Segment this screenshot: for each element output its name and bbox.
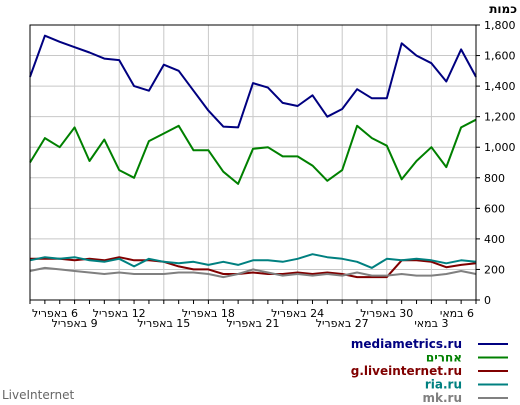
y-tick-label: 1,200 (484, 111, 516, 124)
legend-label: mediametrics.ru (351, 337, 462, 351)
series-line-4 (29, 266, 477, 279)
series-line-0 (29, 34, 477, 129)
y-tick-label: 0 (484, 294, 491, 307)
y-tick-label: 1,600 (484, 50, 516, 63)
x-tick-label: 9 באפריל (52, 317, 98, 330)
y-tick-label: 1,000 (484, 141, 516, 154)
x-tick-label: 21 באפריל (227, 317, 280, 330)
x-tick-label: 3 במאי (414, 317, 448, 330)
y-axis-label: כמות (489, 2, 517, 16)
x-tick-label: 15 באפריל (137, 317, 190, 330)
legend-label: אחרים (426, 351, 462, 365)
y-tick-label: 800 (484, 172, 505, 185)
y-axis-ticks: 0 200 400 600 800 1,000 1,200 1,400 1,600 1,800 (476, 19, 516, 307)
x-tick-label: 30 באפריל (360, 307, 413, 320)
y-tick-label: 1,800 (484, 19, 516, 32)
legend-label: mk.ru (422, 391, 462, 405)
y-tick-label: 1,400 (484, 80, 516, 93)
legend: mediametrics.ruאחריםg.liveinternet.ruria… (351, 337, 508, 405)
series-line-3 (29, 253, 477, 269)
x-tick-label: 24 באפריל (271, 307, 324, 320)
legend-label: ria.ru (425, 378, 462, 392)
x-tick-label: 18 באפריל (182, 307, 235, 320)
x-tick-label: 6 באפריל (32, 307, 78, 320)
x-tick-label: 27 באפריל (316, 317, 369, 330)
series-line-1 (29, 118, 477, 185)
y-tick-label: 400 (484, 233, 505, 246)
x-tick-label: 6 במאי (440, 307, 474, 320)
legend-label: g.liveinternet.ru (351, 364, 462, 378)
x-tick-label: 12 באפריל (93, 307, 146, 320)
brand-logo-text: LiveInternet (2, 388, 74, 402)
grid (30, 24, 476, 300)
y-tick-label: 600 (484, 202, 505, 215)
series-lines (29, 34, 477, 279)
y-tick-label: 200 (484, 263, 505, 276)
